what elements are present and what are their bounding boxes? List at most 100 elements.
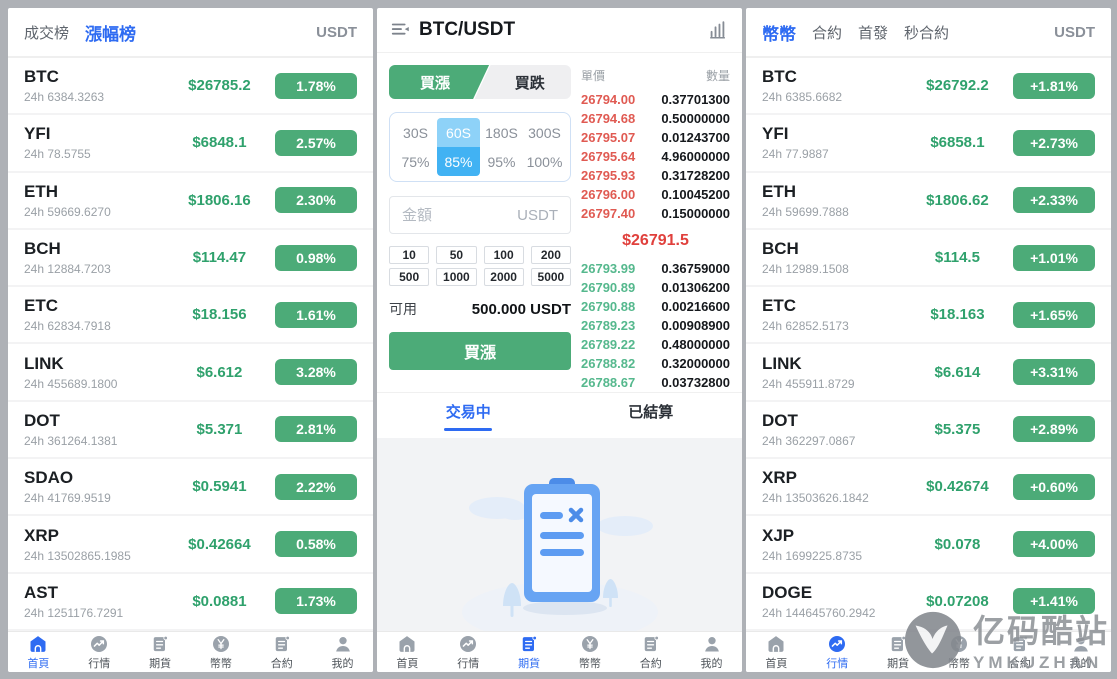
nav-item[interactable]: 合約 — [620, 633, 681, 671]
coin-change-badge: 0.98% — [275, 244, 357, 271]
payout-option[interactable]: 100% — [526, 153, 563, 170]
coin-row[interactable]: DOGE 24h 144645760.2942 $0.07208 +1.41% — [746, 574, 1111, 631]
coin-price: $6.612 — [196, 363, 243, 381]
tab-trading-orders[interactable]: 交易中 — [377, 393, 560, 438]
coin-volume: 24h 62852.5173 — [762, 319, 849, 334]
coin-volume: 24h 13503626.1842 — [762, 491, 869, 506]
coin-row[interactable]: ETC 24h 62834.7918 $18.156 1.61% — [8, 287, 373, 345]
coin-row[interactable]: AST 24h 1251176.7291 $0.0881 1.73% — [8, 574, 373, 631]
coin-row[interactable]: XJP 24h 1699225.8735 $0.078 +4.00% — [746, 516, 1111, 574]
available-row: 可用 500.000 USDT — [389, 299, 571, 319]
amount-input[interactable] — [402, 206, 518, 224]
quick-amount-button[interactable]: 10 — [389, 246, 430, 264]
duration-option[interactable]: 60S — [437, 118, 480, 147]
quick-amount-button[interactable]: 100 — [483, 246, 524, 264]
bid-price: 26788.67 — [581, 375, 636, 390]
coin-price: $0.07208 — [926, 592, 989, 610]
coin-price: $6848.1 — [192, 134, 247, 152]
coin-row[interactable]: BCH 24h 12989.1508 $114.5 +1.01% — [746, 230, 1111, 288]
nav-item[interactable]: 行情 — [807, 633, 868, 671]
coin-row[interactable]: DOT 24h 362297.0867 $5.375 +2.89% — [746, 402, 1111, 460]
tab-spot[interactable]: 幣幣 — [762, 24, 796, 44]
coin-price: $5.371 — [196, 420, 243, 438]
nav-item[interactable]: 行情 — [438, 633, 499, 671]
nav-item[interactable]: 幣幣 — [190, 633, 251, 671]
duration-option[interactable]: 300S — [528, 124, 561, 141]
coin-row[interactable]: LINK 24h 455911.8729 $6.614 +3.31% — [746, 344, 1111, 402]
nav-label: 我的 — [331, 658, 354, 670]
nav-item[interactable]: 我的 — [312, 633, 373, 671]
currency-label: USDT — [1054, 23, 1095, 41]
coin-row[interactable]: XRP 24h 13503626.1842 $0.42674 +0.60% — [746, 459, 1111, 517]
payout-option[interactable]: 75% — [401, 153, 430, 170]
kline-chart-icon[interactable] — [707, 19, 729, 41]
tab-gainers-ranking[interactable]: 漲幅榜 — [85, 24, 137, 44]
buy-up-button[interactable]: 買漲 — [389, 332, 571, 370]
empty-orders-illustration — [461, 478, 658, 631]
coin-row[interactable]: YFI 24h 77.9887 $6858.1 +2.73% — [746, 115, 1111, 173]
quick-amount-button[interactable]: 500 — [389, 268, 430, 286]
nav-item[interactable]: 首頁 — [377, 633, 438, 671]
payout-option[interactable]: 85% — [437, 147, 480, 176]
orderbook-asks: 26794.00 0.37701300 26794.68 0.50000000 … — [581, 90, 730, 223]
buy-up-tab[interactable]: 買漲 — [389, 65, 489, 99]
coin-change-badge: 2.81% — [275, 416, 357, 443]
ask-row: 26794.00 0.37701300 — [581, 90, 730, 109]
tab-settled-orders[interactable]: 已結算 — [628, 403, 674, 421]
ask-price: 26795.64 — [581, 149, 636, 164]
nav-item[interactable]: 首頁 — [8, 633, 69, 671]
coin-row[interactable]: ETH 24h 59699.7888 $1806.62 +2.33% — [746, 173, 1111, 230]
duration-option[interactable]: 30S — [403, 124, 428, 141]
bid-quantity: 0.32000000 — [661, 356, 730, 371]
coin-volume: 24h 59699.7888 — [762, 204, 849, 219]
coin-row[interactable]: SDAO 24h 41769.9519 $0.5941 2.22% — [8, 459, 373, 517]
duration-option[interactable]: 180S — [485, 124, 518, 141]
nav-item[interactable]: 合約 — [989, 633, 1050, 671]
coin-row[interactable]: ETC 24h 62852.5173 $18.163 +1.65% — [746, 287, 1111, 345]
tab-seconds-contract[interactable]: 秒合約 — [904, 24, 950, 42]
quick-amount-button[interactable]: 5000 — [530, 268, 571, 286]
empty-orders-area — [377, 438, 742, 631]
coin-symbol: XRP — [762, 468, 797, 488]
tab-volume-ranking[interactable]: 成交榜 — [24, 24, 70, 42]
payout-option[interactable]: 95% — [487, 153, 516, 170]
tab-contract[interactable]: 合約 — [812, 24, 843, 42]
nav-item[interactable]: 我的 — [1050, 633, 1111, 671]
coin-row[interactable]: LINK 24h 455689.1800 $6.612 3.28% — [8, 344, 373, 402]
nav-item[interactable]: 幣幣 — [559, 633, 620, 671]
nav-label: 首頁 — [27, 658, 50, 670]
contract-doc-icon — [641, 633, 661, 654]
nav-item[interactable]: 期貨 — [499, 633, 560, 671]
coin-row[interactable]: ETH 24h 59669.6270 $1806.16 2.30% — [8, 173, 373, 230]
quick-amount-button[interactable]: 50 — [436, 246, 477, 264]
tab-ipo[interactable]: 首發 — [858, 24, 889, 42]
nav-item[interactable]: 我的 — [681, 633, 742, 671]
orders-tabs: 交易中 已結算 — [377, 392, 742, 438]
nav-item[interactable]: 行情 — [69, 633, 130, 671]
coin-row[interactable]: BCH 24h 12884.7203 $114.47 0.98% — [8, 230, 373, 288]
coin-change-badge: +1.41% — [1013, 588, 1095, 615]
nav-item[interactable]: 首頁 — [746, 633, 807, 671]
coin-volume: 24h 1699225.8735 — [762, 548, 863, 563]
coin-row[interactable]: BTC 24h 6384.3263 $26785.2 1.78% — [8, 58, 373, 116]
nav-item[interactable]: 幣幣 — [928, 633, 989, 671]
nav-item[interactable]: 期貨 — [130, 633, 191, 671]
coin-change-badge: 2.30% — [275, 187, 357, 214]
menu-list-icon[interactable] — [390, 19, 412, 41]
nav-item[interactable]: 合約 — [251, 633, 312, 671]
ask-row: 26795.07 0.01243700 — [581, 128, 730, 147]
coin-row[interactable]: DOT 24h 361264.1381 $5.371 2.81% — [8, 402, 373, 460]
home-icon — [28, 633, 48, 654]
coin-row[interactable]: YFI 24h 78.5755 $6848.1 2.57% — [8, 115, 373, 173]
quick-amount-button[interactable]: 200 — [530, 246, 571, 264]
coin-price: $6858.1 — [930, 134, 985, 152]
ranking-panel: 成交榜 漲幅榜 USDT BTC 24h 6384.3263 $26785.2 … — [8, 8, 373, 672]
quick-amount-button[interactable]: 2000 — [483, 268, 524, 286]
buy-down-tab[interactable]: 買跌 — [474, 65, 571, 99]
coin-icon — [211, 633, 231, 654]
coin-row[interactable]: XRP 24h 13502865.1985 $0.42664 0.58% — [8, 516, 373, 574]
bid-price: 26790.88 — [581, 299, 636, 314]
nav-item[interactable]: 期貨 — [868, 633, 929, 671]
coin-row[interactable]: BTC 24h 6385.6682 $26792.2 +1.81% — [746, 58, 1111, 116]
quick-amount-button[interactable]: 1000 — [436, 268, 477, 286]
